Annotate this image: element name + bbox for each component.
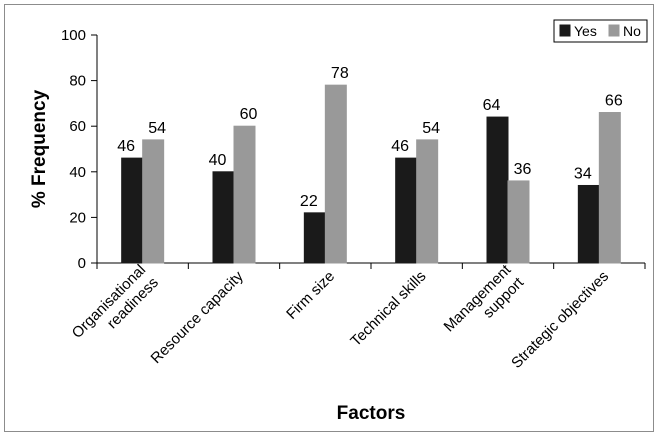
y-tick-label: 100: [61, 27, 86, 44]
bar-no: [507, 180, 530, 264]
legend-swatch-yes: [559, 24, 571, 37]
data-label-yes: 46: [391, 138, 409, 155]
category-label: Managementsupport: [441, 261, 528, 348]
category-label: Resource capacity: [148, 267, 248, 367]
data-label-no: 54: [422, 120, 440, 137]
data-label-yes: 40: [209, 152, 227, 169]
y-tick-label: 40: [69, 164, 86, 181]
bar-no: [598, 112, 621, 264]
data-label-yes: 34: [574, 165, 592, 182]
category-label-line: Resource capacity: [148, 267, 248, 367]
category-label: Organisationalreadiness: [69, 261, 162, 354]
data-label-no: 54: [148, 120, 166, 137]
data-label-no: 78: [331, 65, 349, 82]
legend-swatch-no: [608, 24, 620, 37]
y-axis-title: % Frequency: [29, 89, 50, 208]
y-tick-label: 80: [69, 73, 86, 90]
data-label-no: 60: [240, 106, 258, 123]
category-label-line: Technical skills: [347, 268, 429, 350]
data-labels: 46 54 40 60 22 78 46 54 64 36 34 66: [117, 65, 623, 210]
y-tick-label: 60: [69, 118, 86, 135]
legend-label-yes: Yes: [574, 23, 597, 39]
data-label-yes: 64: [483, 97, 501, 114]
bar-yes: [395, 157, 418, 264]
bar-yes: [212, 171, 235, 264]
bar-yes: [121, 157, 144, 264]
bar-no: [142, 139, 165, 264]
bar-no: [324, 84, 347, 264]
category-label-line: Firm size: [283, 268, 338, 323]
y-tick-label: 0: [78, 255, 86, 272]
category-label: Firm size: [283, 268, 338, 323]
legend: Yes No: [553, 19, 648, 43]
legend-label-no: No: [623, 23, 641, 39]
data-label-no: 36: [514, 161, 532, 178]
bar-yes: [303, 212, 326, 264]
bar-yes: [486, 116, 509, 264]
data-label-yes: 22: [300, 193, 318, 210]
category-label: Technical skills: [347, 268, 429, 350]
x-axis-title: Factors: [337, 403, 406, 424]
bar-yes: [577, 184, 600, 264]
bar-no: [233, 125, 256, 264]
axes: 0 20 40 60 80 100: [61, 27, 646, 272]
bars: [121, 84, 621, 264]
bar-no: [416, 139, 439, 264]
y-tick-label: 20: [69, 209, 86, 226]
legend-box: [553, 19, 648, 43]
data-label-yes: 46: [117, 138, 135, 155]
data-label-no: 66: [605, 93, 623, 110]
